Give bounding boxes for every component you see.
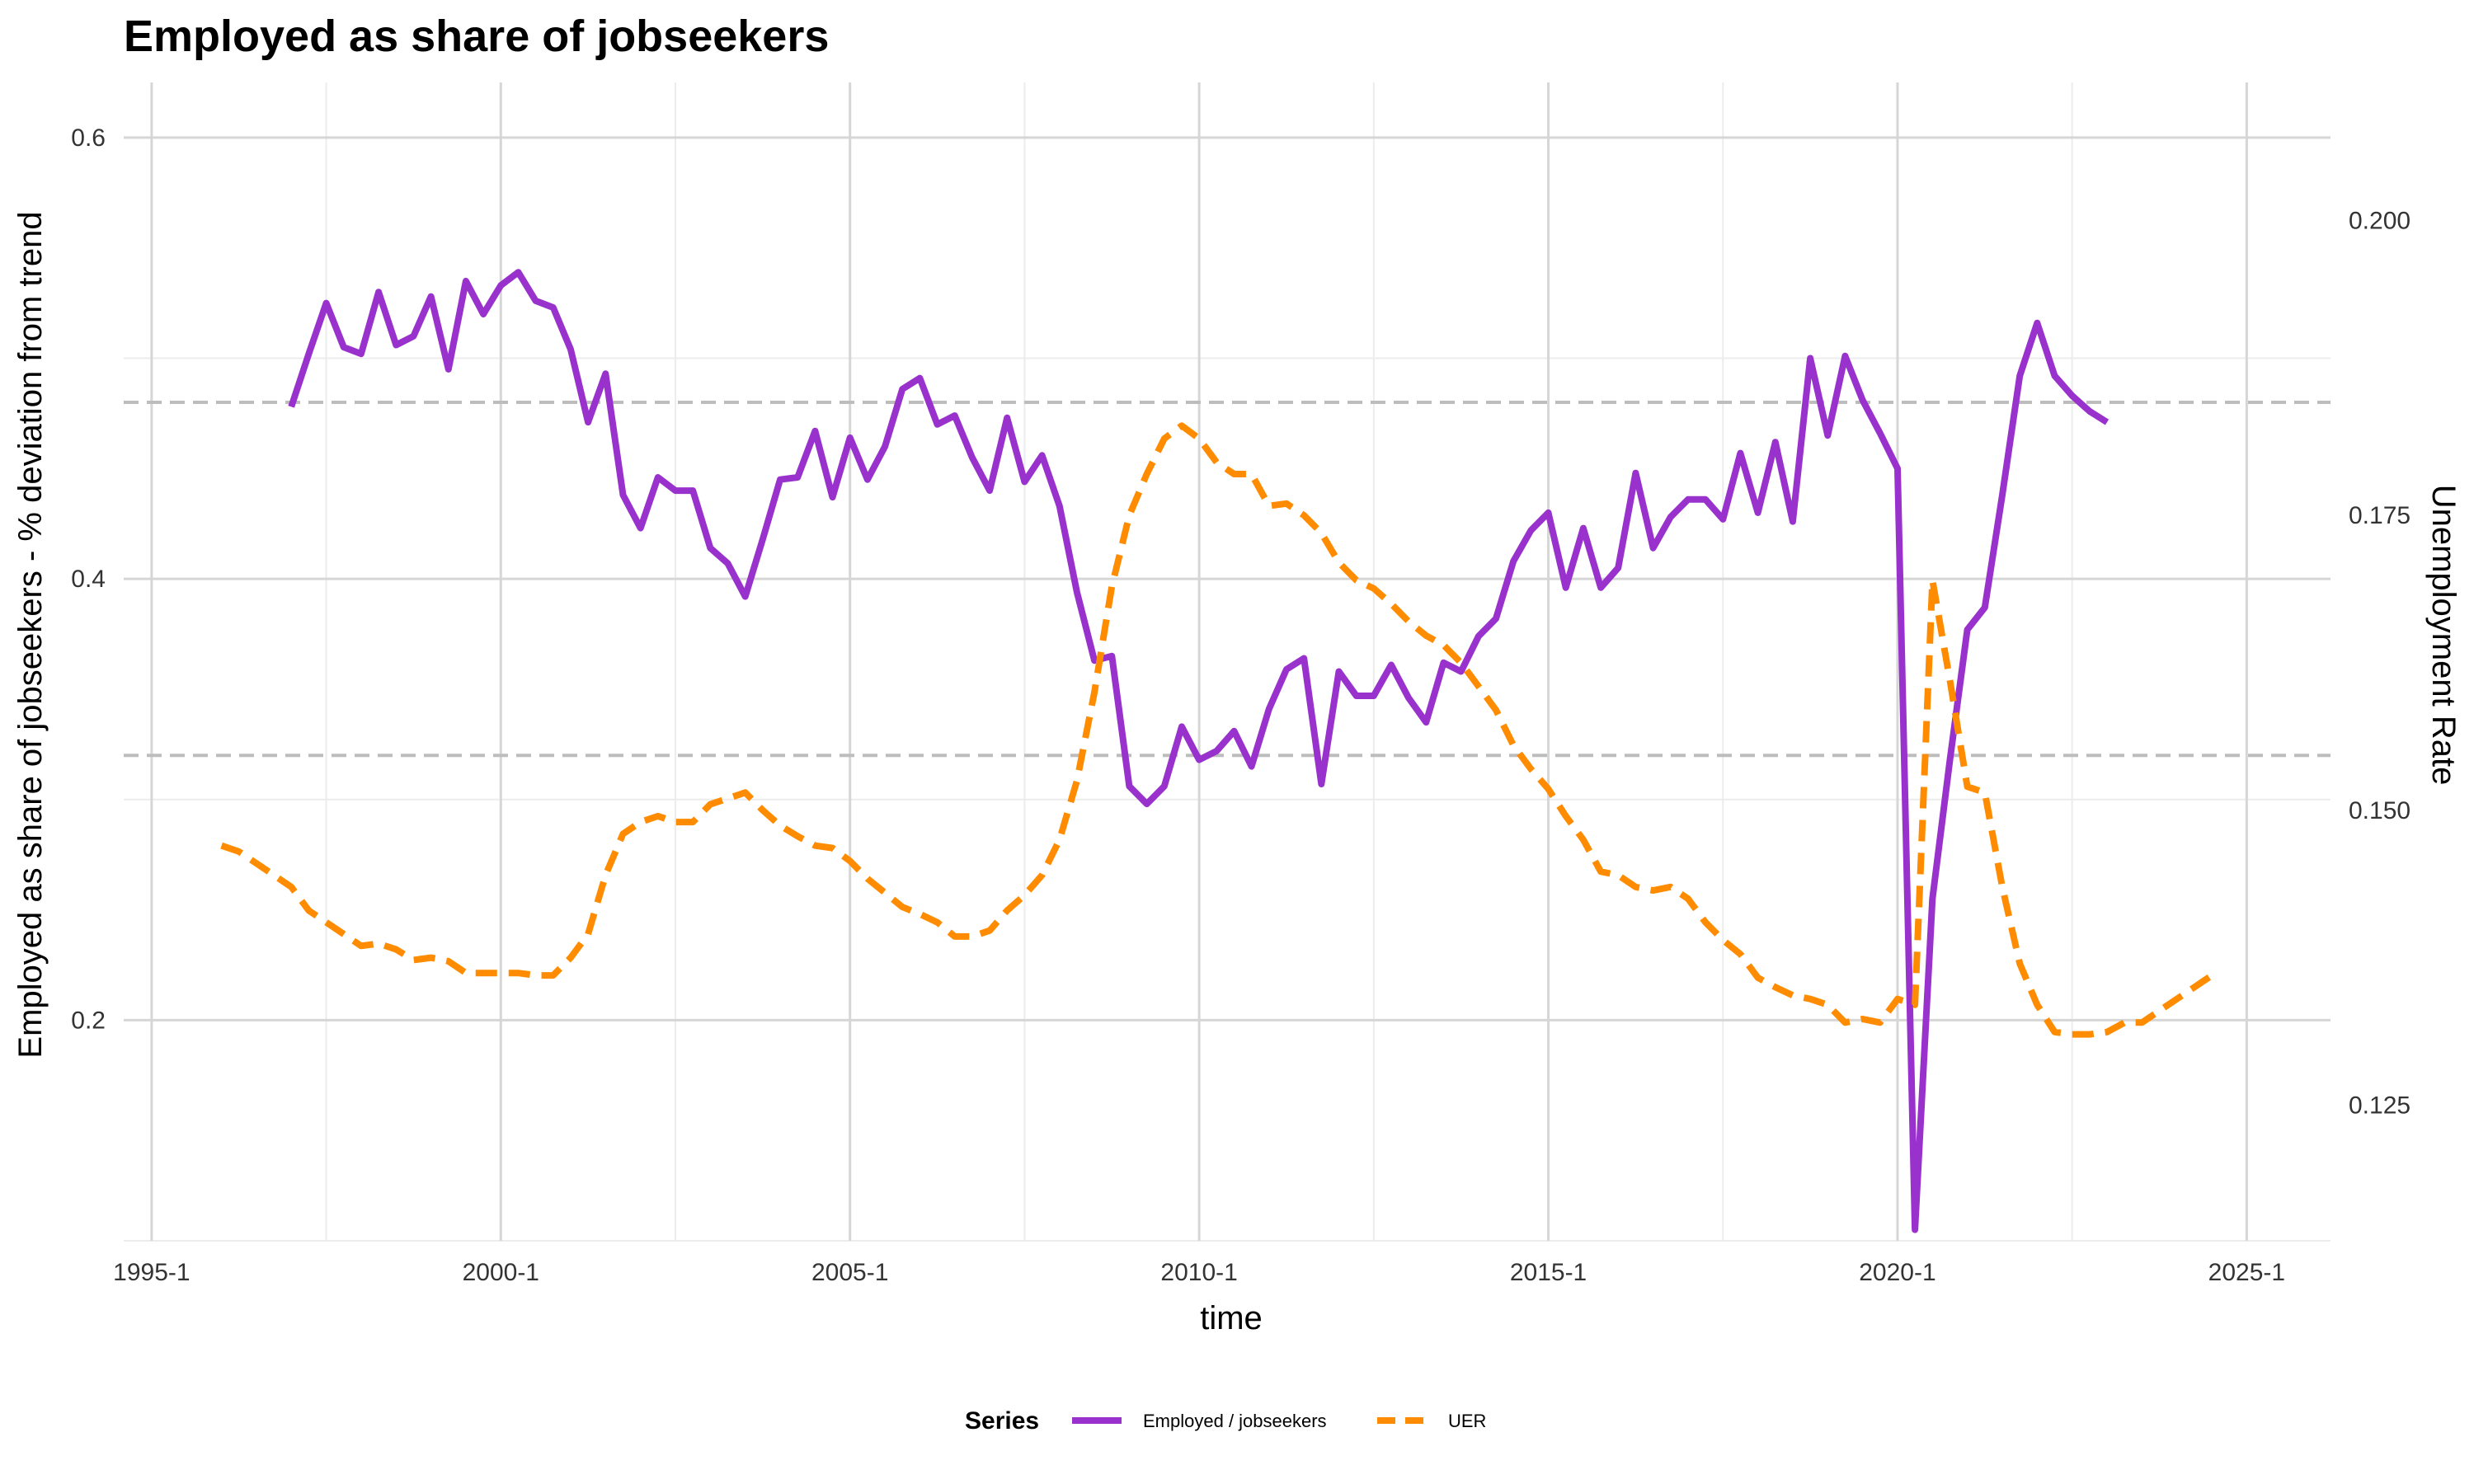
legend-label-uer: UER: [1448, 1411, 1486, 1431]
x-tick-label: 2010-1: [1160, 1259, 1237, 1286]
legend-label-employed: Employed / jobseekers: [1143, 1411, 1327, 1431]
right-y-tick-label: 0.200: [2349, 207, 2411, 234]
series-layer: [220, 269, 2214, 1233]
right-y-tick-label: 0.125: [2349, 1092, 2411, 1119]
chart-title: Employed as share of jobseekers: [124, 12, 829, 61]
major-gridlines: [124, 82, 2331, 1241]
series-line-uer: [220, 422, 2214, 1038]
series-line-employed-jobseekers: [288, 269, 2109, 1233]
x-tick-label: 2000-1: [463, 1259, 539, 1286]
x-tick-label: 2020-1: [1859, 1259, 1935, 1286]
x-axis-ticks: 1995-1 2000-1 2005-1 2010-1 2015-1 2020-1 2025…: [113, 1259, 2285, 1286]
left-y-tick-label: 0.4: [71, 566, 106, 593]
x-tick-label: 2005-1: [811, 1259, 888, 1286]
legend-title: Series: [965, 1407, 1039, 1435]
right-y-axis-title: Unemployment Rate: [2425, 485, 2462, 786]
legend: Series Employed / jobseekers UER: [965, 1407, 1486, 1435]
left-y-axis-ticks: 0.2 0.4 0.6: [71, 124, 106, 1034]
x-tick-label: 2025-1: [2208, 1259, 2285, 1286]
left-y-axis-title: Employed as share of jobseekers - % devi…: [12, 211, 49, 1058]
left-y-tick-label: 0.2: [71, 1007, 106, 1034]
right-y-axis-ticks: 0.125 0.150 0.175 0.200: [2349, 207, 2411, 1119]
left-y-tick-label: 0.6: [71, 124, 106, 152]
x-tick-label: 1995-1: [113, 1259, 190, 1286]
x-axis-title: time: [1200, 1300, 1263, 1336]
x-tick-label: 2015-1: [1510, 1259, 1587, 1286]
minor-gridlines: [124, 82, 2331, 1242]
right-y-tick-label: 0.150: [2349, 797, 2411, 824]
right-y-tick-label: 0.175: [2349, 502, 2411, 529]
